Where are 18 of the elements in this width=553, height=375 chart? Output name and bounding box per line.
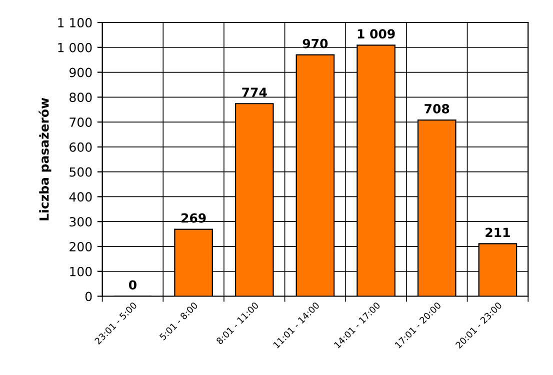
y-tick-label: 1 000: [58, 42, 92, 52]
data-label: 0: [128, 280, 136, 290]
y-tick-label: 500: [70, 167, 92, 177]
y-tick-label: 300: [70, 217, 92, 227]
data-label: 1 009: [358, 29, 395, 39]
y-tick-label: 1 100: [58, 18, 92, 28]
data-label: 211: [486, 228, 510, 237]
data-label: 774: [242, 88, 267, 97]
y-tick-label: 0: [85, 292, 92, 302]
y-tick-label: 400: [69, 192, 92, 202]
y-tick-label: 700: [70, 118, 92, 127]
y-tick-label: 600: [70, 142, 92, 152]
y-tick-label: 100: [70, 266, 92, 276]
data-label: 708: [424, 104, 450, 114]
y-tick-label: 800: [70, 92, 92, 102]
y-tick-label: 200: [70, 242, 92, 252]
y-tick-label: 900: [70, 68, 92, 78]
y-axis-title: Liczba pasażerów: [38, 98, 52, 220]
